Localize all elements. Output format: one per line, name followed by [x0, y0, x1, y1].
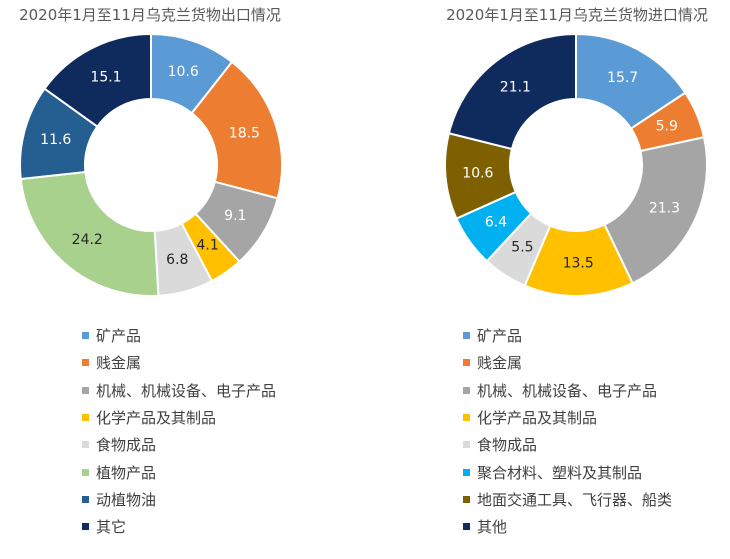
legend-swatch: [82, 523, 89, 531]
legend-label: 贱金属: [96, 354, 142, 373]
legend-label: 化学产品及其制品: [96, 409, 217, 428]
import-data-label-2: 21.3: [649, 200, 680, 216]
import-legend-item-5: 聚合材料、塑料及其制品: [463, 458, 672, 485]
import-data-label-3: 13.5: [563, 255, 594, 271]
legend-swatch: [82, 332, 89, 340]
legend-swatch: [463, 523, 470, 531]
legend-swatch: [463, 468, 470, 476]
import-data-label-7: 21.1: [500, 79, 531, 95]
import-legend-item-7: 其他: [463, 513, 672, 540]
export-data-label-3: 4.1: [197, 238, 219, 254]
import-slice-7: [447, 32, 577, 151]
legend-label: 其它: [96, 518, 127, 537]
import-legend-item-0: 矿产品: [463, 322, 672, 349]
legend-label: 聚合材料、塑料及其制品: [477, 463, 643, 482]
legend-swatch: [463, 441, 470, 449]
export-data-label-7: 15.1: [90, 69, 121, 85]
legend-label: 贱金属: [477, 354, 523, 373]
export-slice-5: [19, 170, 160, 297]
import-legend-item-1: 贱金属: [463, 349, 672, 376]
export-legend-item-7: 其它: [82, 513, 276, 540]
legend-swatch: [82, 441, 89, 449]
export-legend-item-4: 食物成品: [82, 431, 276, 458]
export-data-label-1: 18.5: [229, 126, 260, 142]
export-legend-item-3: 化学产品及其制品: [82, 404, 276, 431]
export-legend: 矿产品贱金属机械、机械设备、电子产品 化学产品及其制品 食物成品植物产品动植物油其它: [82, 322, 276, 540]
legend-label: 其他: [477, 518, 508, 537]
legend-swatch: [82, 495, 89, 503]
export-data-label-0: 10.6: [168, 64, 199, 80]
export-data-label-2: 9.1: [224, 208, 246, 224]
import-data-label-6: 10.6: [462, 166, 493, 182]
import-chart-title: 2020年1月至11月乌克兰货物进口情况: [446, 6, 708, 24]
legend-label: 化学产品及其制品: [477, 409, 598, 428]
legend-label: 食物成品: [477, 436, 538, 455]
legend-label: 动植物油: [96, 490, 157, 509]
legend-swatch: [82, 414, 89, 422]
legend-label: 矿产品: [477, 327, 523, 346]
legend-swatch: [463, 386, 470, 394]
export-chart-panel: 2020年1月至11月乌克兰货物出口情况 10.6 18.5 9.1 4.1 6.8 24…: [19, 6, 283, 540]
export-data-label-4: 6.8: [166, 252, 188, 268]
import-chart-panel: 2020年1月至11月乌克兰货物进口情况 15.7 5.9 21.3 13.5 5.5 6…: [365, 0, 730, 559]
import-legend: 矿产品贱金属机械、机械设备、电子产品 化学产品及其制品 食物成品聚合材料、塑料及其制…: [463, 322, 672, 540]
legend-swatch: [82, 386, 89, 394]
legend-label: 机械、机械设备、电子产品: [477, 381, 658, 400]
import-legend-item-3: 化学产品及其制品: [463, 404, 672, 431]
legend-swatch: [82, 468, 89, 476]
import-data-label-5: 6.4: [485, 214, 507, 230]
import-donut-chart: 15.7 5.9 21.3 13.5 5.56.4 10.6 21.1: [444, 32, 708, 297]
export-slice-7: [43, 32, 152, 128]
import-data-label-1: 5.9: [656, 119, 678, 135]
export-legend-item-1: 贱金属: [82, 349, 276, 376]
export-legend-item-2: 机械、机械设备、电子产品: [82, 377, 276, 404]
import-slice-2: [603, 136, 708, 285]
legend-swatch: [463, 495, 470, 503]
import-data-label-4: 5.5: [511, 240, 533, 256]
export-data-label-5: 24.2: [72, 232, 103, 248]
export-legend-item-5: 植物产品: [82, 458, 276, 485]
import-legend-item-2: 机械、机械设备、电子产品: [463, 377, 672, 404]
import-legend-item-6: 地面交通工具、飞行器、船类: [463, 486, 672, 513]
export-legend-item-6: 动植物油: [82, 486, 276, 513]
legend-label: 食物成品: [96, 436, 157, 455]
export-data-label-6: 11.6: [40, 132, 71, 148]
legend-label: 机械、机械设备、电子产品: [96, 381, 277, 400]
import-data-label-0: 15.7: [607, 70, 638, 86]
legend-label: 地面交通工具、飞行器、船类: [477, 490, 673, 509]
legend-label: 矿产品: [96, 327, 142, 346]
legend-swatch: [463, 332, 470, 340]
legend-label: 植物产品: [96, 463, 157, 482]
legend-swatch: [463, 359, 470, 367]
legend-swatch: [82, 359, 89, 367]
export-chart-title: 2020年1月至11月乌克兰货物出口情况: [19, 6, 281, 24]
export-legend-item-0: 矿产品: [82, 322, 276, 349]
import-legend-item-4: 食物成品: [463, 431, 672, 458]
export-donut-chart: 10.6 18.5 9.1 4.1 6.8 24.2 11.6 15.1: [19, 32, 283, 297]
legend-swatch: [463, 414, 470, 422]
